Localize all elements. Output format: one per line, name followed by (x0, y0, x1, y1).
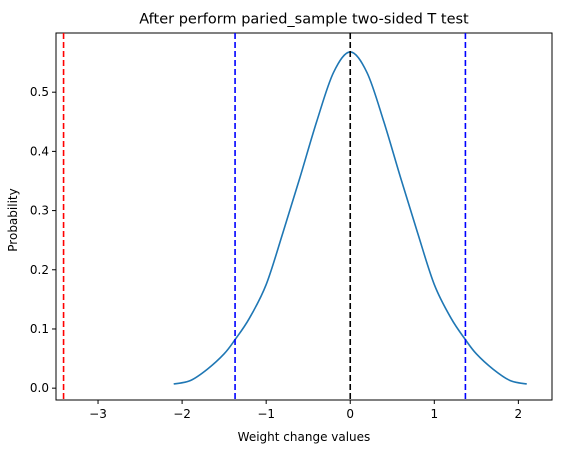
x-tick-label: 1 (430, 407, 438, 421)
y-tick-label: 0.3 (30, 204, 49, 218)
y-tick-label: 0.0 (30, 381, 49, 395)
x-tick-label: 0 (346, 407, 354, 421)
y-tick-label: 0.2 (30, 263, 49, 277)
x-tick-label: −1 (257, 407, 275, 421)
chart-title: After perform paried_sample two-sided T … (139, 12, 469, 28)
x-tick-label: −2 (173, 407, 191, 421)
y-tick-label: 0.5 (30, 85, 49, 99)
plot-frame (55, 32, 553, 401)
y-tick-label: 0.4 (30, 144, 49, 158)
x-axis-label: Weight change values (238, 430, 371, 444)
plot-area: −3 −2 −1 0 1 2 0.0 0.1 0.2 0.3 0.4 0.5 (30, 32, 553, 421)
y-tick-label: 0.1 (30, 322, 49, 336)
y-axis-label: Probability (6, 188, 20, 251)
x-tick-label: 2 (515, 407, 523, 421)
x-tick-label: −3 (89, 407, 107, 421)
